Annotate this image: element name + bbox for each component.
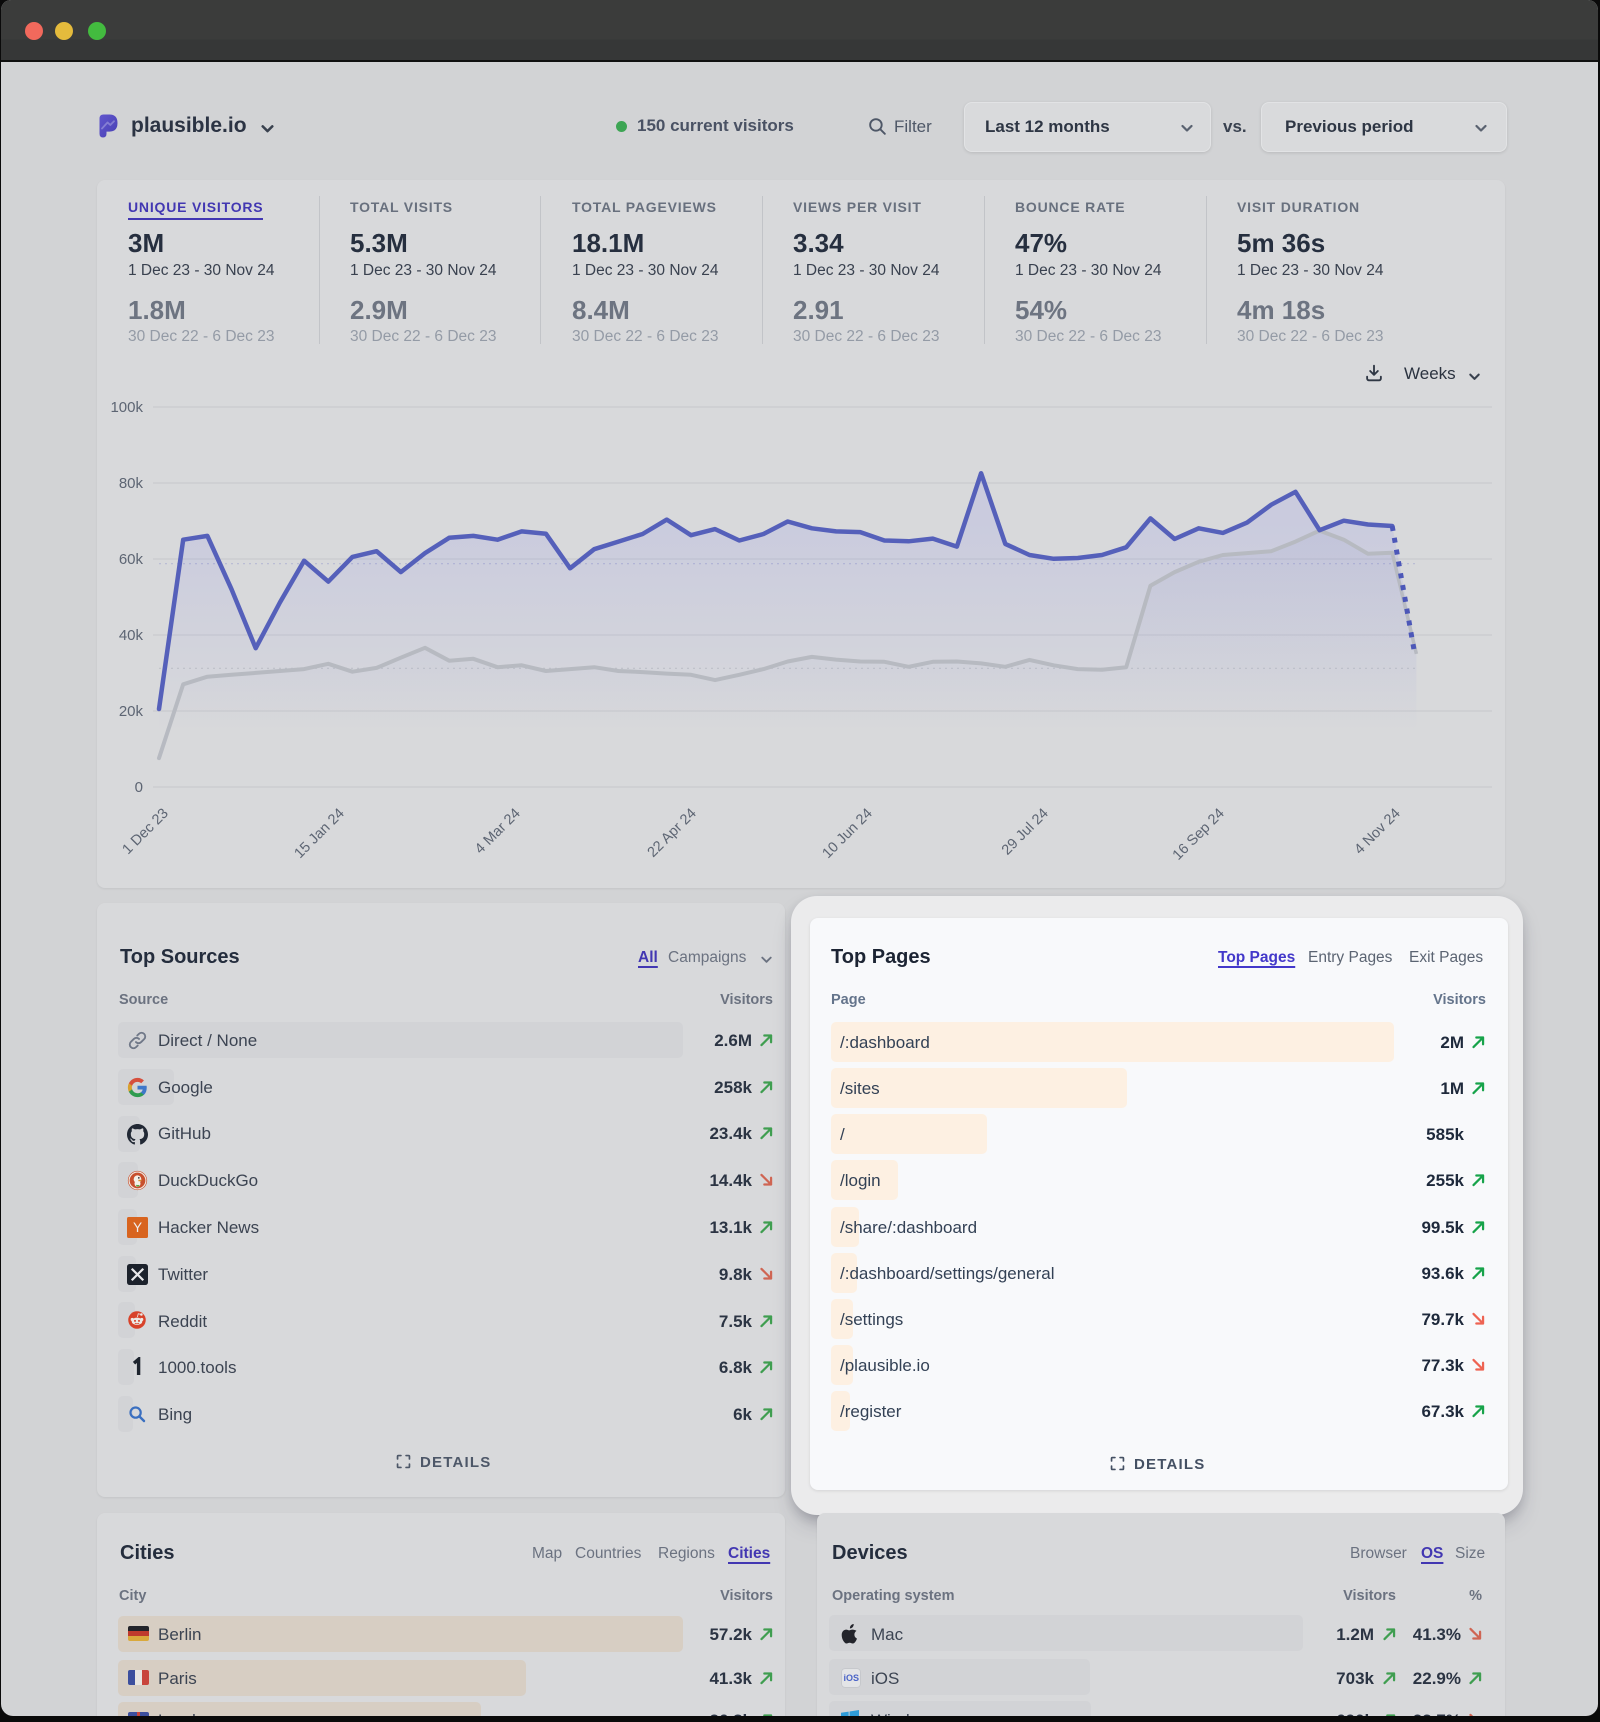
svg-text:0: 0 (135, 779, 143, 796)
svg-text:40k: 40k (119, 627, 144, 644)
svg-text:15 Jan 24: 15 Jan 24 (291, 806, 347, 862)
svg-text:29 Jul 24: 29 Jul 24 (999, 806, 1052, 859)
svg-text:1 Dec 23: 1 Dec 23 (119, 806, 171, 858)
svg-text:10 Jun 24: 10 Jun 24 (819, 806, 875, 862)
svg-text:4 Mar 24: 4 Mar 24 (472, 806, 524, 858)
svg-text:100k: 100k (110, 399, 143, 416)
svg-text:4 Nov 24: 4 Nov 24 (1351, 806, 1403, 858)
svg-text:Y: Y (133, 1220, 142, 1235)
svg-text:80k: 80k (119, 475, 144, 492)
svg-text:20k: 20k (119, 703, 144, 720)
svg-text:60k: 60k (119, 551, 144, 568)
svg-text:22 Apr 24: 22 Apr 24 (645, 806, 700, 861)
svg-text:16 Sep 24: 16 Sep 24 (1170, 806, 1228, 864)
